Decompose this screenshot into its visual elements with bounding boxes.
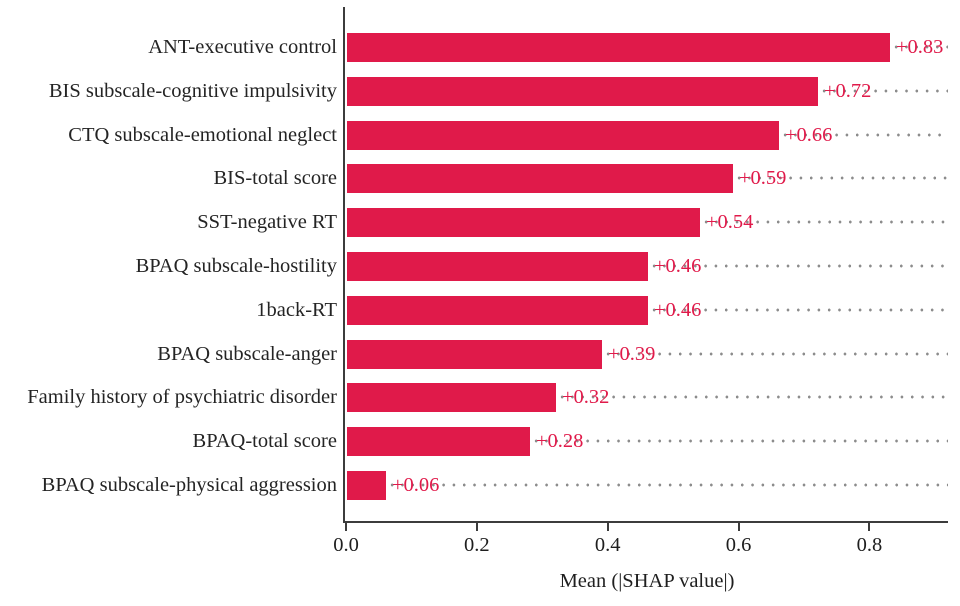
category-label: BIS subscale-cognitive impulsivity	[48, 79, 337, 102]
bar	[347, 120, 779, 150]
x-tick-label: 0.4	[594, 534, 621, 556]
bar	[347, 208, 700, 238]
x-tick-mark	[345, 523, 347, 531]
category-label: CTQ subscale-emotional neglect	[68, 123, 337, 146]
value-label: +0.28	[536, 430, 584, 453]
dot-leader	[557, 395, 948, 400]
value-label: +0.39	[608, 342, 656, 365]
x-axis-line	[343, 521, 948, 523]
value-label: +0.59	[739, 167, 787, 190]
bar	[347, 252, 648, 281]
value-label: +0.54	[706, 211, 754, 234]
x-tick-label: 0.2	[464, 534, 490, 556]
dot-leader	[603, 351, 948, 356]
x-tick-mark	[737, 523, 740, 531]
value-label: +0.72	[824, 79, 872, 102]
value-label: +0.46	[654, 255, 702, 277]
dot-leader	[531, 439, 948, 444]
bar	[347, 339, 602, 369]
bar	[347, 427, 530, 457]
bar	[347, 295, 648, 325]
category-label: Family history of psychiatric disorder	[27, 386, 337, 409]
y-axis-line	[343, 7, 345, 523]
dot-leader	[701, 220, 948, 225]
x-tick-mark	[475, 523, 478, 531]
value-label: +0.83	[896, 36, 944, 58]
dot-leader	[891, 45, 948, 49]
value-label: +0.46	[654, 298, 702, 321]
x-axis-title: Mean (|SHAP value|)	[559, 570, 735, 592]
category-label: BPAQ subscale-hostility	[135, 255, 337, 277]
dot-leader	[780, 132, 948, 137]
value-label: +0.66	[785, 123, 833, 146]
category-label: BPAQ subscale-anger	[157, 342, 337, 365]
x-tick-mark	[606, 523, 609, 531]
category-label: 1back-RT	[256, 298, 337, 321]
x-tick-label: 0.0	[333, 534, 359, 556]
bar	[347, 383, 556, 413]
bar	[347, 33, 890, 62]
category-label: ANT-executive control	[148, 36, 337, 58]
category-label: BPAQ subscale-physical aggression	[41, 474, 337, 496]
dot-leader	[387, 483, 948, 487]
x-tick-label: 0.8	[856, 534, 883, 556]
x-tick-mark	[868, 523, 871, 531]
category-label: BPAQ-total score	[192, 430, 337, 453]
x-tick-label: 0.6	[725, 534, 752, 556]
dot-leader	[819, 88, 948, 93]
value-label: +0.32	[562, 386, 610, 409]
category-label: BIS-total score	[213, 167, 337, 190]
dot-leader	[734, 176, 948, 181]
category-label: SST-negative RT	[197, 211, 337, 234]
dot-leader	[649, 264, 948, 268]
bar	[347, 164, 733, 194]
value-label: +0.06	[392, 474, 440, 496]
dot-leader	[649, 307, 948, 312]
bar	[347, 76, 818, 106]
bar	[347, 471, 386, 500]
